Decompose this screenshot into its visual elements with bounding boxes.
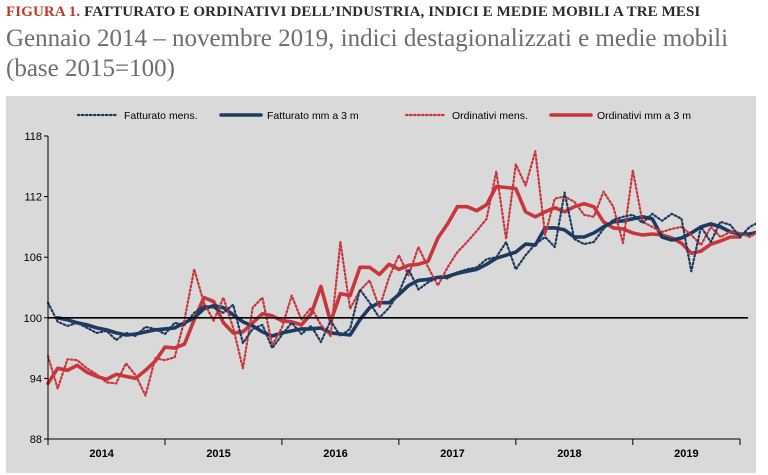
- series-line-fatturato-mens-: [46, 191, 756, 350]
- figure-subtitle: Gennaio 2014 – novembre 2019, indici des…: [6, 25, 729, 82]
- x-tick-label: 2018: [557, 448, 581, 460]
- y-tick-label: 94: [30, 373, 42, 385]
- series-line-ordinativi-mens-: [46, 150, 756, 397]
- x-tick-label: 2017: [440, 448, 464, 460]
- figure-number: FIGURA 1.: [6, 4, 81, 20]
- y-tick-label: 100: [24, 313, 42, 325]
- y-tick-label: 88: [30, 434, 42, 446]
- y-tick-label: 106: [24, 252, 42, 264]
- x-tick-label: 2016: [323, 448, 347, 460]
- line-chart: 88 94 100 106 112 118 2014 2015 2016 2017 2018 2019…: [24, 110, 756, 460]
- legend-label: Ordinativi mens.: [452, 110, 528, 122]
- legend-label: Fatturato mens.: [124, 110, 198, 122]
- chart-panel: 88 94 100 106 112 118 2014 2015 2016 2017 2018 2019…: [6, 96, 756, 473]
- x-tick-label: 2015: [206, 448, 230, 460]
- x-tick-label: 2014: [89, 448, 114, 460]
- legend: Fatturato mens. Fatturato mm a 3 m Ordinat…: [76, 110, 691, 122]
- figure-title-text: FATTURATO E ORDINATIVI DELL’INDUSTRIA, I…: [84, 4, 701, 20]
- x-tick-label: 2019: [674, 448, 698, 460]
- legend-label: Ordinativi mm a 3 m: [597, 110, 691, 122]
- figure-title: FIGURA 1. FATTURATO E ORDINATIVI DELL’IN…: [6, 4, 700, 21]
- y-tick-label: 112: [24, 192, 42, 204]
- series-line-ordinativi-mm-a-3-m: [46, 184, 742, 386]
- legend-label: Fatturato mm a 3 m: [267, 110, 359, 122]
- y-tick-label: 118: [24, 131, 42, 143]
